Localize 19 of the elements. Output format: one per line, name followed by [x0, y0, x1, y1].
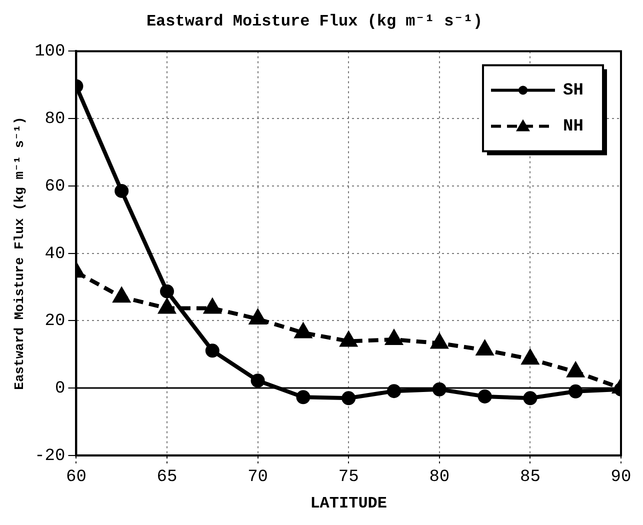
x-tick-label: 85	[520, 468, 540, 488]
x-tick-label: 60	[66, 468, 86, 488]
y-tick-label: 60	[44, 177, 66, 196]
y-tick-label: 80	[44, 110, 66, 130]
y-tick-label: 40	[44, 244, 66, 264]
x-tick-label: 70	[248, 468, 268, 488]
legend-label: NH	[563, 117, 584, 136]
x-tick-label: 75	[338, 468, 359, 488]
y-tick-label: 100	[34, 42, 66, 62]
legend-label: SH	[563, 81, 584, 100]
x-tick-label: 65	[156, 468, 178, 488]
y-tick-label: -20	[34, 446, 66, 466]
y-tick-label: 20	[44, 312, 66, 332]
chart-title: Eastward Moisture Flux (kg m⁻¹ s⁻¹)	[146, 12, 483, 31]
y-tick-label: 0	[55, 380, 66, 399]
x-tick-label: 90	[610, 468, 632, 488]
x-axis-title: LATITUDE	[310, 494, 388, 512]
x-tick-label: 80	[429, 468, 450, 488]
y-axis-title: Eastward Moisture Flux (kg m⁻¹ s⁻¹)	[12, 116, 28, 390]
